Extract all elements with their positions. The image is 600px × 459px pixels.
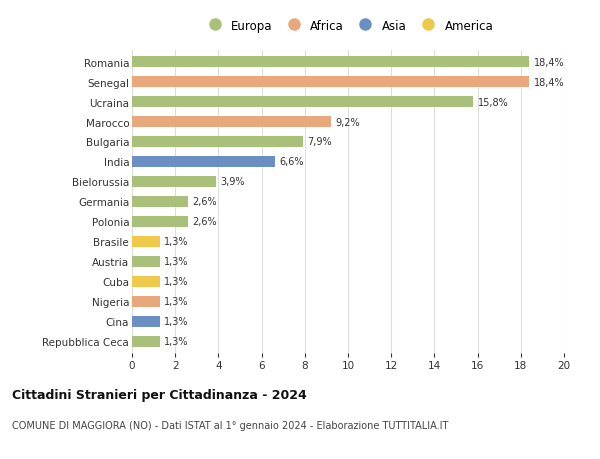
Bar [132, 97, 473, 108]
Legend: Europa, Africa, Asia, America: Europa, Africa, Asia, America [203, 20, 493, 33]
Bar [132, 177, 216, 188]
Text: COMUNE DI MAGGIORA (NO) - Dati ISTAT al 1° gennaio 2024 - Elaborazione TUTTITALI: COMUNE DI MAGGIORA (NO) - Dati ISTAT al … [12, 420, 448, 430]
Bar [132, 236, 160, 247]
Text: 15,8%: 15,8% [478, 97, 508, 107]
Text: 1,3%: 1,3% [164, 257, 189, 267]
Bar [132, 137, 302, 148]
Text: Cittadini Stranieri per Cittadinanza - 2024: Cittadini Stranieri per Cittadinanza - 2… [12, 388, 307, 401]
Text: 1,3%: 1,3% [164, 237, 189, 247]
Text: 1,3%: 1,3% [164, 297, 189, 307]
Text: 18,4%: 18,4% [534, 57, 565, 67]
Text: 1,3%: 1,3% [164, 336, 189, 347]
Text: 9,2%: 9,2% [335, 117, 359, 127]
Bar [132, 336, 160, 347]
Bar [132, 77, 529, 88]
Bar [132, 57, 529, 68]
Text: 2,6%: 2,6% [193, 217, 217, 227]
Text: 6,6%: 6,6% [279, 157, 304, 167]
Text: 1,3%: 1,3% [164, 317, 189, 326]
Bar [132, 316, 160, 327]
Bar [132, 296, 160, 307]
Text: 3,9%: 3,9% [221, 177, 245, 187]
Bar [132, 117, 331, 128]
Text: 7,9%: 7,9% [307, 137, 332, 147]
Text: 18,4%: 18,4% [534, 78, 565, 87]
Bar [132, 196, 188, 207]
Bar [132, 276, 160, 287]
Text: 2,6%: 2,6% [193, 197, 217, 207]
Bar [132, 256, 160, 267]
Text: 1,3%: 1,3% [164, 277, 189, 287]
Bar [132, 157, 275, 168]
Bar [132, 216, 188, 227]
